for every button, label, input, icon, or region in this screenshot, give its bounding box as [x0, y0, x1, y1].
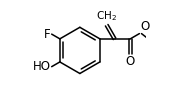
Text: CH$_2$: CH$_2$ — [96, 9, 117, 23]
Text: O: O — [126, 55, 135, 68]
Text: F: F — [44, 28, 50, 41]
Text: O: O — [140, 20, 149, 33]
Text: HO: HO — [32, 60, 50, 73]
